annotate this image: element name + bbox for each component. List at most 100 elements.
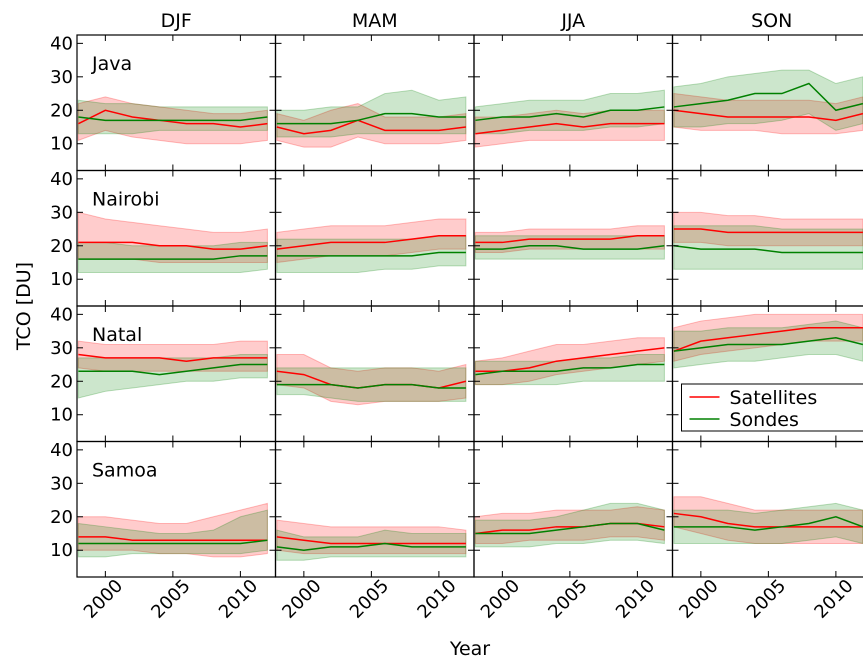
uncertainty-band [77, 509, 268, 558]
uncertainty-band [474, 109, 665, 148]
panel [276, 354, 467, 406]
series-line [78, 241, 268, 250]
station-label: Nairobi [92, 189, 160, 211]
panel [673, 211, 863, 270]
uncertainty-band [276, 367, 467, 402]
series-line [78, 353, 268, 362]
series-line [78, 536, 268, 541]
x-tick-label: 2005 [544, 575, 591, 622]
panel [77, 340, 268, 399]
x-tick-label: 2010 [215, 575, 262, 622]
legend-label: Satellites [730, 387, 818, 409]
y-tick-label: 40 [50, 33, 73, 54]
series-line [673, 515, 863, 531]
series-line [276, 112, 466, 125]
series-line [78, 116, 268, 122]
series-line [475, 363, 665, 376]
series-line [475, 234, 665, 244]
x-tick-label: 2005 [346, 575, 393, 622]
y-tick-label: 10 [50, 134, 73, 155]
y-tick-label: 10 [50, 405, 73, 426]
series-line [276, 383, 466, 389]
panel [474, 502, 665, 548]
series-line [673, 82, 863, 112]
y-tick-label: 10 [50, 269, 73, 290]
y-tick-label: 20 [50, 507, 73, 528]
x-tick-label: 2010 [810, 575, 857, 622]
x-tick-label: 2000 [477, 575, 524, 622]
season-title: SON [751, 10, 792, 32]
uncertainty-band [77, 99, 268, 135]
panel [474, 225, 665, 260]
series-line [475, 106, 665, 122]
season-title: JJA [560, 10, 585, 32]
station-label: Samoa [92, 460, 157, 482]
x-axis-label: Year [449, 638, 490, 660]
series-line [673, 245, 863, 254]
uncertainty-band [276, 235, 467, 274]
y-axis-label: TCO [DU] [13, 262, 35, 351]
season-title: MAM [352, 10, 398, 32]
uncertainty-band [276, 519, 467, 555]
y-tick-label: 20 [50, 236, 73, 257]
panel [276, 519, 467, 561]
series-line [475, 522, 665, 535]
panel [673, 69, 863, 135]
x-tick-label: 2005 [147, 575, 194, 622]
legend-box [681, 383, 863, 432]
y-tick-label: 10 [50, 540, 73, 561]
series-line [673, 512, 863, 528]
panel [673, 496, 863, 545]
y-tick-label: 40 [50, 440, 73, 461]
panel [474, 337, 665, 386]
series-line [673, 109, 863, 122]
uncertainty-band [276, 218, 467, 264]
station-label: Java [91, 53, 132, 75]
uncertainty-band [276, 354, 467, 406]
series-line [475, 245, 665, 250]
y-tick-label: 30 [50, 67, 73, 88]
x-tick-label: 2010 [612, 575, 659, 622]
series-line [673, 337, 863, 352]
y-tick-label: 40 [50, 169, 73, 190]
panel [77, 211, 268, 274]
panel [77, 502, 268, 558]
series-line [276, 251, 466, 257]
uncertainty-band [474, 506, 665, 545]
series-line [673, 326, 863, 352]
series-line [475, 122, 665, 135]
y-tick-label: 30 [50, 473, 73, 494]
y-tick-label: 30 [50, 202, 73, 223]
panel-frame [671, 440, 863, 578]
station-label: Natal [92, 324, 142, 346]
x-tick-label: 2010 [413, 575, 460, 622]
series-line [78, 363, 268, 376]
x-tick-label: 2000 [278, 575, 325, 622]
season-title: DJF [161, 10, 192, 32]
y-tick-label: 20 [50, 100, 73, 121]
y-tick-label: 40 [50, 304, 73, 325]
series-line [276, 234, 466, 250]
y-tick-label: 30 [50, 338, 73, 359]
series-line [276, 536, 466, 545]
panel [673, 313, 863, 369]
series-line [673, 228, 863, 234]
series-line [276, 542, 466, 551]
panel [474, 89, 665, 148]
x-tick-label: 2000 [675, 575, 722, 622]
series-line [276, 119, 466, 135]
uncertainty-band [474, 502, 665, 548]
series-line [78, 109, 268, 128]
panel [77, 96, 268, 145]
series-line [78, 539, 268, 545]
uncertainty-band [77, 354, 268, 399]
x-tick-label: 2000 [80, 575, 127, 622]
uncertainty-band [276, 89, 467, 138]
x-tick-label: 2005 [743, 575, 790, 622]
series-line [78, 255, 268, 260]
panel [276, 218, 467, 274]
panel [276, 89, 467, 148]
uncertainty-band [474, 337, 665, 386]
